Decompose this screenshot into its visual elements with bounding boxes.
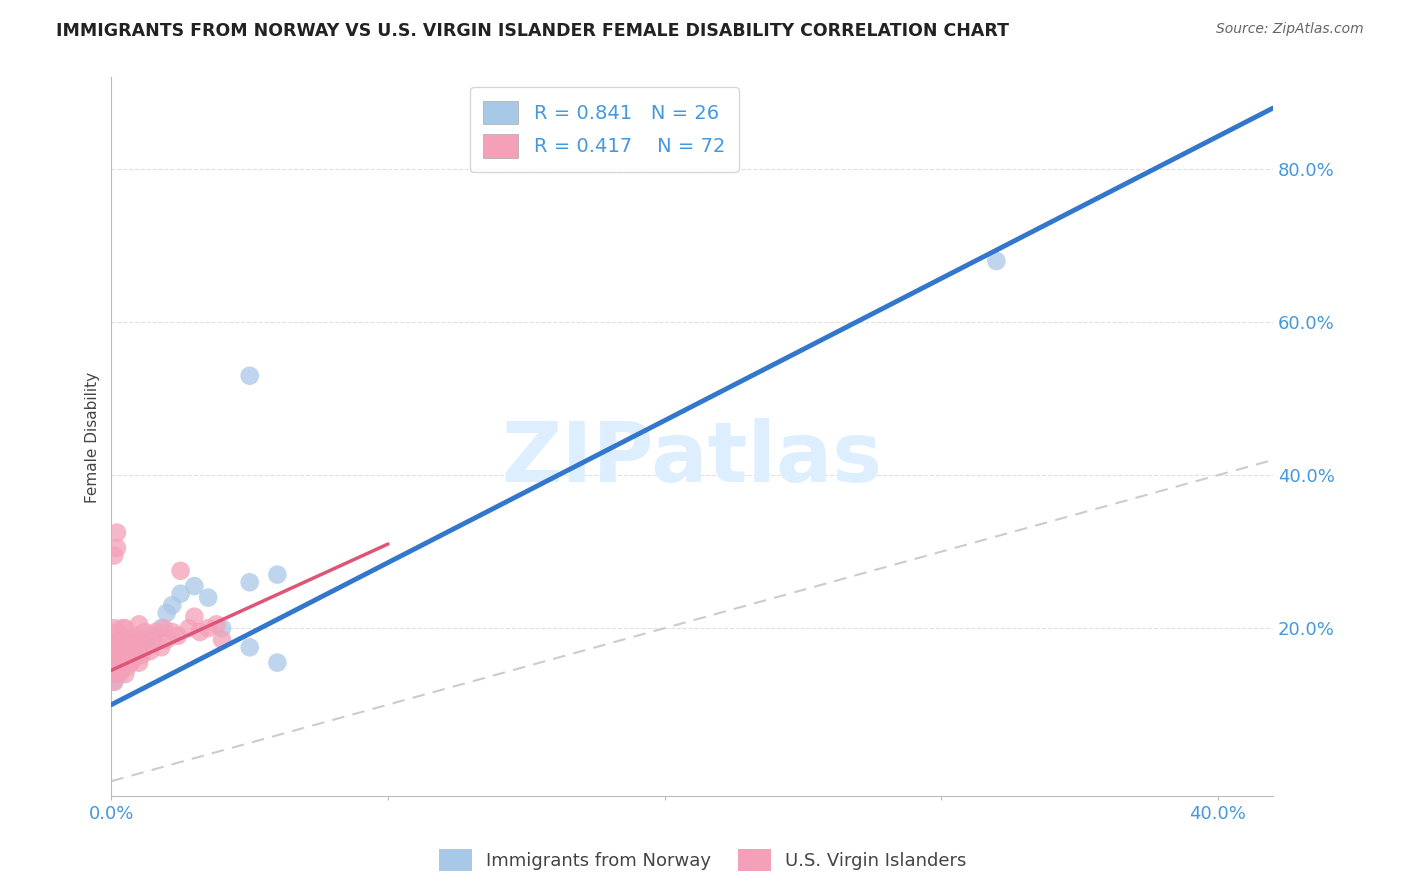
Point: [134, 632, 156, 647]
Point: [114, 640, 136, 655]
Point: [108, 648, 131, 662]
Point: [120, 640, 142, 655]
Point: [120, 656, 142, 670]
Point: [128, 617, 150, 632]
Point: [108, 667, 131, 681]
Point: [117, 644, 139, 658]
Point: [128, 640, 150, 655]
Point: [117, 632, 139, 647]
Point: [197, 621, 219, 635]
Point: [142, 629, 165, 643]
Text: IMMIGRANTS FROM NORWAY VS U.S. VIRGIN ISLANDER FEMALE DISABILITY CORRELATION CHA: IMMIGRANTS FROM NORWAY VS U.S. VIRGIN IS…: [56, 22, 1010, 40]
Point: [183, 609, 205, 624]
Point: [205, 617, 228, 632]
Point: [120, 640, 142, 655]
Point: [111, 644, 134, 658]
Point: [103, 674, 125, 689]
Point: [169, 587, 191, 601]
Point: [103, 644, 125, 658]
Point: [105, 625, 128, 640]
Point: [117, 659, 139, 673]
Point: [211, 632, 233, 647]
Point: [108, 652, 131, 666]
Point: [177, 621, 200, 635]
Point: [986, 254, 1008, 268]
Point: [162, 625, 184, 640]
Point: [114, 656, 136, 670]
Point: [108, 663, 131, 677]
Point: [105, 541, 128, 555]
Point: [197, 591, 219, 605]
Point: [105, 659, 128, 673]
Point: [150, 621, 173, 635]
Point: [114, 667, 136, 681]
Point: [108, 632, 131, 647]
Point: [105, 640, 128, 655]
Point: [114, 644, 136, 658]
Point: [239, 575, 262, 590]
Point: [131, 648, 153, 662]
Text: Source: ZipAtlas.com: Source: ZipAtlas.com: [1216, 22, 1364, 37]
Point: [156, 606, 179, 620]
Point: [128, 640, 150, 655]
Point: [136, 636, 159, 650]
Point: [188, 625, 211, 640]
Point: [100, 667, 122, 681]
Point: [162, 599, 184, 613]
Point: [105, 525, 128, 540]
Point: [122, 632, 145, 647]
Point: [100, 652, 122, 666]
Y-axis label: Female Disability: Female Disability: [86, 371, 100, 502]
Point: [134, 625, 156, 640]
Text: ZIPatlas: ZIPatlas: [502, 418, 883, 499]
Point: [111, 621, 134, 635]
Point: [166, 629, 188, 643]
Point: [125, 648, 148, 662]
Point: [117, 648, 139, 662]
Point: [139, 644, 162, 658]
Point: [145, 625, 167, 640]
Point: [105, 667, 128, 681]
Point: [111, 659, 134, 673]
Point: [103, 674, 125, 689]
Point: [239, 368, 262, 383]
Point: [266, 567, 288, 582]
Point: [122, 636, 145, 650]
Point: [183, 579, 205, 593]
Point: [153, 621, 176, 635]
Point: [125, 629, 148, 643]
Point: [114, 652, 136, 666]
Point: [105, 652, 128, 666]
Point: [239, 640, 262, 655]
Legend: Immigrants from Norway, U.S. Virgin Islanders: Immigrants from Norway, U.S. Virgin Isla…: [432, 842, 974, 879]
Point: [100, 636, 122, 650]
Point: [114, 621, 136, 635]
Legend: R = 0.841   N = 26, R = 0.417    N = 72: R = 0.841 N = 26, R = 0.417 N = 72: [470, 87, 738, 171]
Point: [169, 564, 191, 578]
Point: [266, 656, 288, 670]
Point: [142, 632, 165, 647]
Point: [103, 621, 125, 635]
Point: [103, 549, 125, 563]
Point: [111, 659, 134, 673]
Point: [156, 632, 179, 647]
Point: [211, 621, 233, 635]
Point: [122, 652, 145, 666]
Point: [103, 659, 125, 673]
Point: [150, 640, 173, 655]
Point: [128, 656, 150, 670]
